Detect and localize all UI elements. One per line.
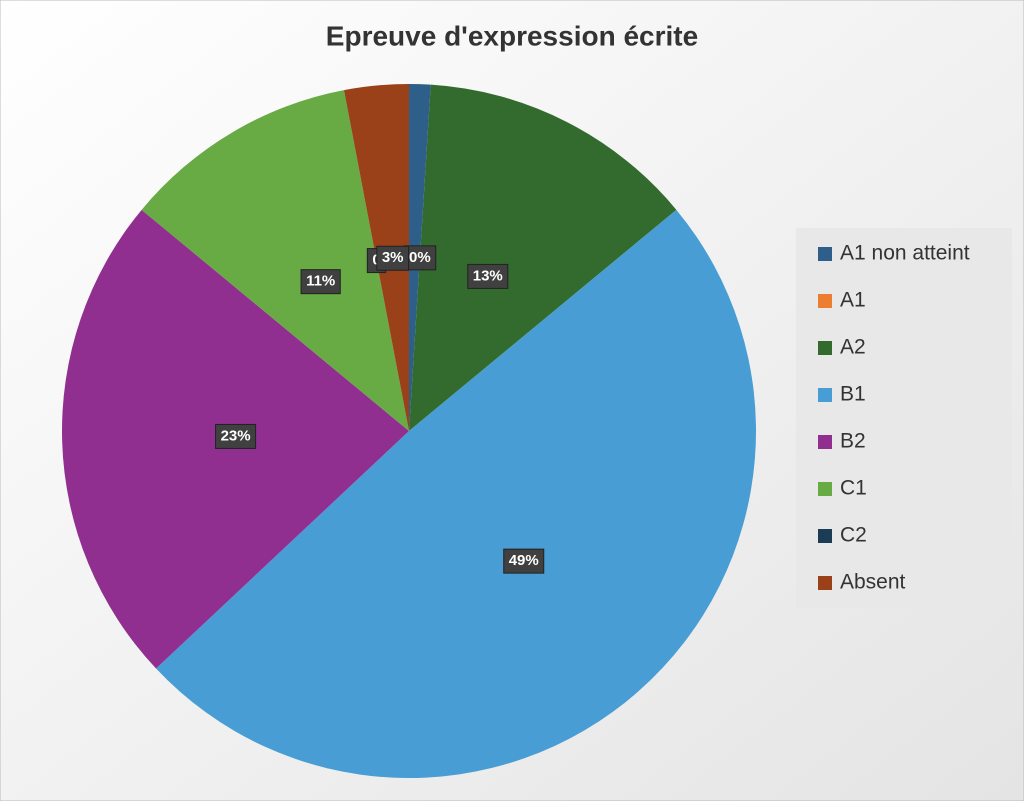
data-label-box xyxy=(215,423,257,449)
data-label: 23% xyxy=(221,427,251,444)
data-label-group: 0% xyxy=(403,245,437,271)
data-label-group: 23% xyxy=(215,423,257,449)
legend-swatch xyxy=(818,247,832,261)
legend-label: Absent xyxy=(840,571,906,594)
data-label: 11% xyxy=(306,273,335,290)
data-label: 49% xyxy=(509,552,539,569)
legend-swatch xyxy=(818,341,832,355)
data-label-group: 49% xyxy=(503,548,545,574)
pie-slice xyxy=(409,84,677,431)
legend-label: B2 xyxy=(840,430,866,453)
pie-slice xyxy=(343,90,409,431)
legend-label: A2 xyxy=(840,336,866,359)
data-label-box xyxy=(403,245,437,271)
data-label-box xyxy=(300,269,341,295)
legend-swatch xyxy=(818,388,832,402)
legend-swatch xyxy=(818,576,832,590)
legend-box xyxy=(796,228,1012,608)
legend-swatch xyxy=(818,435,832,449)
legend-swatch xyxy=(818,294,832,308)
data-label-box xyxy=(503,548,545,574)
data-label-group: 11% xyxy=(300,269,341,295)
data-label: 0% xyxy=(409,249,431,266)
data-label: 3% xyxy=(382,249,404,266)
legend-label: B1 xyxy=(840,383,866,406)
pie-slice xyxy=(141,90,410,431)
data-label-group: 13% xyxy=(467,263,509,289)
legend-label: A1 xyxy=(840,289,866,312)
pie-slice xyxy=(156,209,756,778)
legend-swatch xyxy=(818,529,832,543)
legend-swatch xyxy=(818,482,832,496)
chart-title: Epreuve d'expression écrite xyxy=(326,20,698,51)
legend-label: C1 xyxy=(840,477,867,500)
legend-label: A1 non atteint xyxy=(840,242,970,265)
data-label: 13% xyxy=(473,267,503,284)
data-label-box xyxy=(376,245,410,271)
data-label-box xyxy=(467,263,509,289)
data-label-group: 3% xyxy=(376,245,410,271)
legend-label: C2 xyxy=(840,524,867,547)
